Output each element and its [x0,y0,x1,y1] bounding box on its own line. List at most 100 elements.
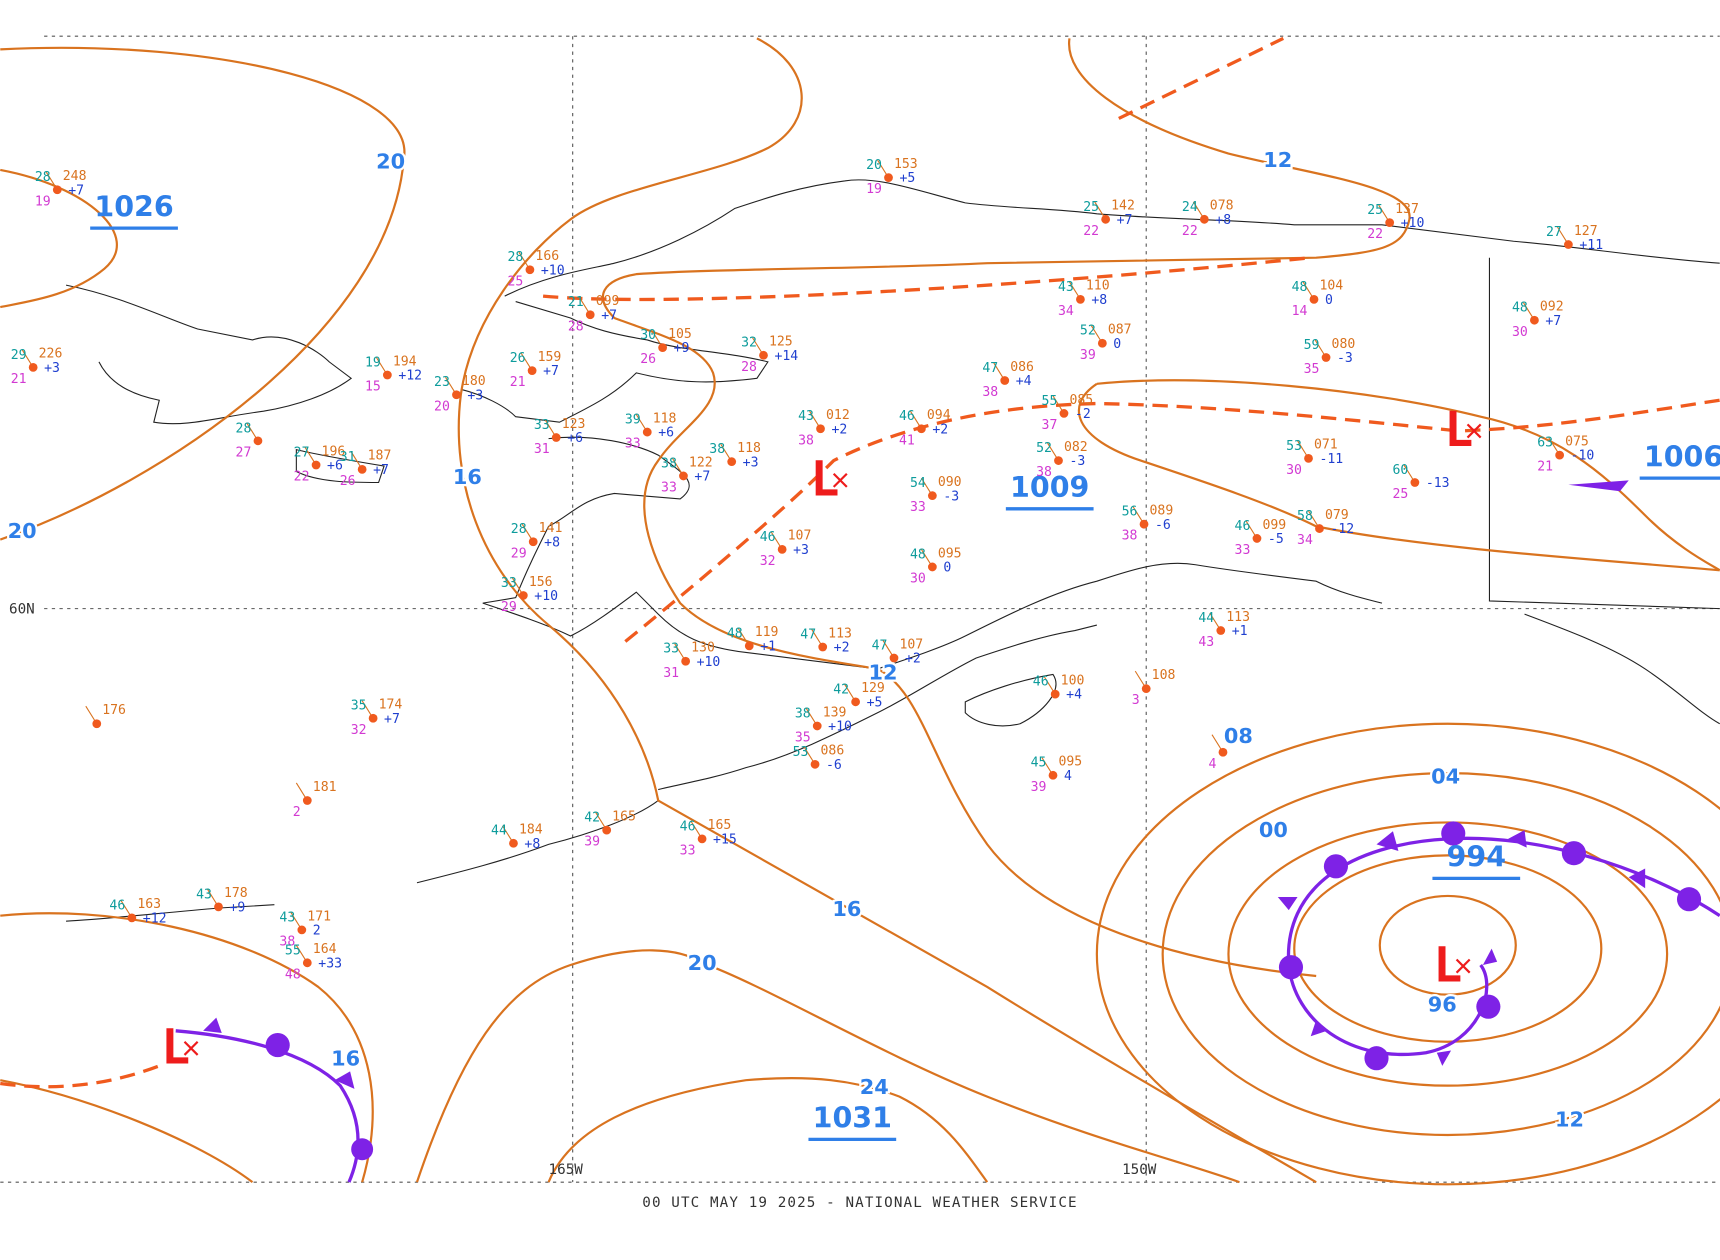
pressure-center: 1031 [813,1102,892,1135]
station-dot [52,185,62,195]
station: 53 071 30 -11 [1286,438,1343,478]
station-dot [1048,770,1058,780]
dewpoint: 37 [1042,418,1058,433]
pressure: 171 [307,909,331,924]
tendency: +8 [1091,293,1107,308]
temperature: 46 [109,898,125,913]
station-dot [816,424,825,434]
station-dot [527,366,537,376]
dewpoint: 26 [640,352,656,367]
dewpoint: 48 [285,967,301,982]
station: 54 090 33 -3 [910,475,962,515]
isobar-label: 04 [1431,764,1460,788]
temperature: 26 [510,351,526,366]
temperature: 28 [236,421,252,436]
dewpoint: 34 [1058,304,1074,319]
pressure: 119 [755,625,779,640]
temperature: 24 [1182,200,1198,215]
station: 26 159 21 +7 [510,350,562,390]
isobar-label: 16 [453,465,482,489]
pressure: 187 [368,449,392,464]
temperature: 20 [866,158,882,173]
station: 25 142 22 +7 [1083,199,1135,239]
temperature: 60 [1392,463,1408,478]
pressure: 071 [1314,438,1338,453]
low-cross [832,472,848,488]
station: 33 123 31 +6 [534,417,586,457]
tendency: +7 [1545,314,1561,329]
tendency: +10 [828,720,852,735]
temperature: 47 [982,361,998,376]
tendency: +7 [384,712,400,727]
dewpoint: 21 [11,372,27,387]
station-dot [1309,294,1319,304]
station-dot [1321,353,1331,362]
temperature: 27 [294,445,310,460]
pressure: 087 [1108,323,1132,338]
temperature: 28 [511,522,527,537]
temperature: 33 [663,642,679,657]
temperature: 58 [1297,509,1313,524]
station-dot [602,825,612,835]
station-dot [311,460,321,470]
station: 31 187 26 +7 [340,449,392,489]
temperature: 47 [800,627,816,642]
station: 46 107 32 +3 [760,529,812,569]
dewpoint: 28 [568,319,584,334]
station-dot [357,464,367,474]
pressure: 075 [1565,434,1589,449]
tendency: +4 [1016,374,1032,389]
tendency: +3 [743,455,759,470]
temperature: 38 [661,456,677,471]
pressure-center: 1006 [1644,440,1720,473]
dewpoint: 21 [510,375,526,390]
station-dot [1059,409,1069,418]
station-dot [1141,684,1151,694]
station: 46 165 33 +15 [680,818,737,858]
pressure: 095 [938,546,962,561]
dewpoint: 3 [1132,693,1140,708]
dewpoint: 38 [279,934,295,949]
station-dot [759,350,768,360]
temperature: 63 [1537,436,1553,451]
pressure: 159 [538,350,562,365]
temperature: 19 [365,355,381,370]
station-dot [1101,214,1111,224]
tendency: +2 [831,422,847,437]
station: 63 075 21 -10 [1537,434,1594,474]
station-dot [927,491,937,501]
pressure: 130 [691,641,715,656]
station: 176 [85,703,126,729]
station: 48 092 30 +7 [1512,300,1564,340]
pressure: 107 [788,529,812,544]
station-dot [697,834,707,844]
tendency: +5 [899,171,915,186]
tendency: +12 [398,369,422,384]
station: 38 118+3 [709,441,761,470]
station-dot [1564,240,1573,249]
tendency: +2 [834,641,850,656]
station-dot [812,721,822,731]
station: 30 105 26 +9 [640,327,692,367]
station: 46 094 41 +2 [899,408,951,448]
tendency: +1 [760,639,776,654]
station-dot [777,545,787,554]
isobar-label: 24 [860,1075,889,1099]
tendency: -3 [1337,351,1353,366]
station-dot [679,471,688,481]
dewpoint: 39 [584,835,600,850]
dewpoint: 26 [340,474,356,489]
tendency: +8 [544,535,560,550]
station: 27 127+11 [1546,224,1603,253]
pressure: 180 [462,374,486,389]
tendency: -3 [1069,454,1085,469]
station: 25 137 22 +10 [1367,202,1424,242]
dewpoint: 39 [1031,780,1047,795]
station-dot [1050,689,1060,699]
station: 48 095 30 0 [910,546,962,586]
temperature: 48 [1512,301,1528,316]
pressure: 137 [1395,202,1419,217]
pressure: 105 [668,327,692,342]
